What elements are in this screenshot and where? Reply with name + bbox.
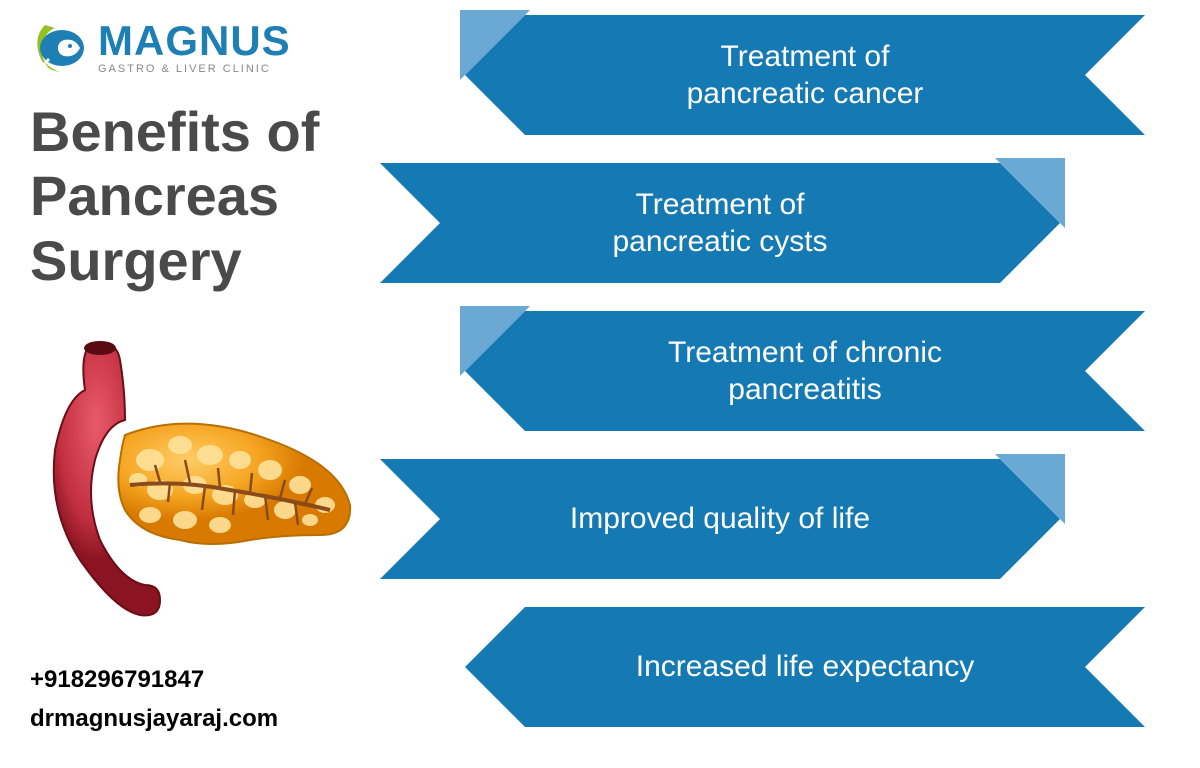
benefit-arrow: Treatment of chronicpancreatitis (465, 311, 1145, 431)
benefit-arrow-label: Improved quality of life (570, 500, 870, 538)
benefit-arrow: Improved quality of life (380, 459, 1060, 579)
benefit-arrow-row: Increased life expectancy (380, 607, 1180, 747)
arrow-corner-accent (995, 158, 1065, 228)
benefit-arrow-row: Treatment of chronicpancreatitis (380, 311, 1180, 451)
benefit-arrow: Treatment ofpancreatic cancer (465, 15, 1145, 135)
logo-brand: MAGNUS (98, 20, 291, 62)
page-title: Benefits of Pancreas Surgery (30, 100, 319, 293)
contact-phone: +918296791847 (30, 661, 278, 699)
title-line-1: Benefits of (30, 100, 319, 164)
benefit-arrow-row: Improved quality of life (380, 459, 1180, 599)
logo-text: MAGNUS GASTRO & LIVER CLINIC (98, 20, 291, 75)
benefits-arrow-list: Treatment ofpancreatic cancer Treatment o… (380, 15, 1180, 755)
logo: MAGNUS GASTRO & LIVER CLINIC (30, 20, 291, 75)
pancreas-illustration (30, 340, 370, 640)
contact-site: drmagnusjayaraj.com (30, 700, 278, 738)
title-line-2: Pancreas (30, 164, 319, 228)
arrow-corner-accent (460, 10, 530, 80)
arrow-corner-accent (460, 306, 530, 376)
benefit-arrow: Increased life expectancy (465, 607, 1145, 727)
benefit-arrow-label: Treatment ofpancreatic cysts (612, 186, 827, 261)
title-line-3: Surgery (30, 229, 319, 293)
benefit-arrow-label: Treatment of chronicpancreatitis (668, 334, 942, 409)
contact-block: +918296791847 drmagnusjayaraj.com (30, 661, 278, 738)
logo-mark-icon (30, 20, 90, 75)
logo-subtitle: GASTRO & LIVER CLINIC (98, 64, 291, 75)
benefit-arrow-row: Treatment ofpancreatic cancer (380, 15, 1180, 155)
benefit-arrow-label: Treatment ofpancreatic cancer (687, 38, 924, 113)
benefit-arrow-label: Increased life expectancy (636, 648, 975, 686)
arrow-corner-accent (995, 454, 1065, 524)
benefit-arrow: Treatment ofpancreatic cysts (380, 163, 1060, 283)
benefit-arrow-row: Treatment ofpancreatic cysts (380, 163, 1180, 303)
